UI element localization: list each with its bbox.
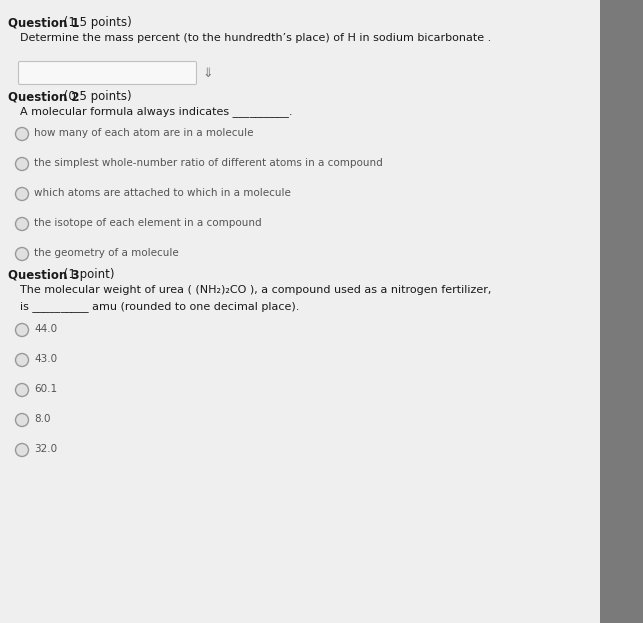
Text: the simplest whole-number ratio of different atoms in a compound: the simplest whole-number ratio of diffe… bbox=[34, 158, 383, 168]
FancyBboxPatch shape bbox=[19, 62, 197, 85]
Circle shape bbox=[15, 323, 28, 336]
Bar bbox=[600, 0, 643, 623]
Text: Question 3: Question 3 bbox=[8, 268, 80, 281]
Text: 44.0: 44.0 bbox=[34, 324, 57, 334]
Text: which atoms are attached to which in a molecule: which atoms are attached to which in a m… bbox=[34, 188, 291, 198]
Text: ⇓: ⇓ bbox=[202, 67, 212, 80]
Circle shape bbox=[15, 247, 28, 260]
Circle shape bbox=[15, 128, 28, 141]
Circle shape bbox=[15, 444, 28, 457]
Text: Question 2: Question 2 bbox=[8, 90, 80, 103]
Text: the geometry of a molecule: the geometry of a molecule bbox=[34, 248, 179, 258]
Text: A molecular formula always indicates __________.: A molecular formula always indicates ___… bbox=[20, 106, 293, 117]
Text: (1 point): (1 point) bbox=[60, 268, 114, 281]
Circle shape bbox=[15, 188, 28, 201]
Circle shape bbox=[15, 217, 28, 231]
Text: 32.0: 32.0 bbox=[34, 444, 57, 454]
Text: The molecular weight of urea ( (NH₂)₂CO ), a compound used as a nitrogen fertili: The molecular weight of urea ( (NH₂)₂CO … bbox=[20, 285, 491, 295]
Text: the isotope of each element in a compound: the isotope of each element in a compoun… bbox=[34, 218, 262, 228]
Text: 43.0: 43.0 bbox=[34, 354, 57, 364]
Text: Question 1: Question 1 bbox=[8, 16, 80, 29]
Text: is __________ amu (rounded to one decimal place).: is __________ amu (rounded to one decima… bbox=[20, 301, 300, 312]
Circle shape bbox=[15, 158, 28, 171]
Text: (1.5 points): (1.5 points) bbox=[60, 16, 132, 29]
Text: 8.0: 8.0 bbox=[34, 414, 51, 424]
Text: 60.1: 60.1 bbox=[34, 384, 57, 394]
Text: Determine the mass percent (to the hundredth’s place) of H in sodium bicarbonate: Determine the mass percent (to the hundr… bbox=[20, 33, 491, 43]
Circle shape bbox=[15, 384, 28, 396]
Circle shape bbox=[15, 414, 28, 427]
Text: how many of each atom are in a molecule: how many of each atom are in a molecule bbox=[34, 128, 253, 138]
Text: (0.5 points): (0.5 points) bbox=[60, 90, 132, 103]
Circle shape bbox=[15, 353, 28, 366]
